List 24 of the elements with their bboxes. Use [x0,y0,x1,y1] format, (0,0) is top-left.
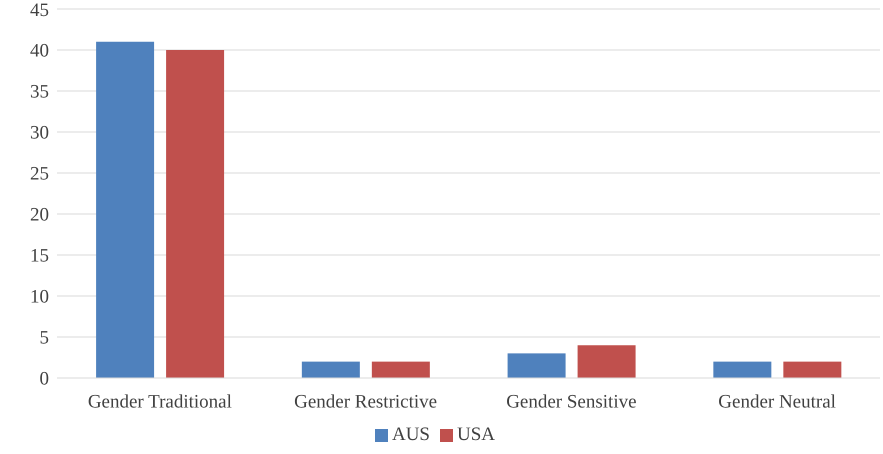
x-tick-label: Gender Traditional [88,391,232,412]
bar [302,362,360,378]
y-tick-label: 20 [30,204,49,226]
y-tick-label: 40 [30,40,49,62]
y-tick-label: 45 [30,0,49,21]
y-tick-label: 5 [40,328,49,349]
bar [713,362,772,378]
x-tick-label: Gender Restrictive [294,391,438,412]
y-tick-label: 35 [30,82,49,103]
legend-label: AUS [392,424,430,445]
bar [783,362,842,378]
legend-label: USA [457,424,496,445]
bar [578,345,636,378]
y-tick-label: 25 [30,164,49,185]
y-tick-label: 0 [40,368,49,390]
x-tick-label: Gender Sensitive [506,391,637,412]
y-tick-label: 10 [30,286,49,308]
bar [96,42,154,378]
x-tick-label: Gender Neutral [718,391,836,412]
y-tick-label: 30 [30,122,49,144]
bar [166,50,224,378]
y-tick-label: 15 [30,246,49,267]
bar [372,362,430,378]
bar [508,353,566,378]
